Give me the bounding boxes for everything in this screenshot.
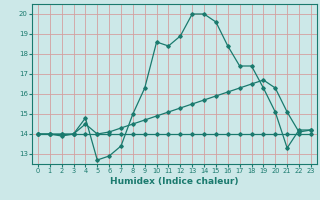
X-axis label: Humidex (Indice chaleur): Humidex (Indice chaleur) (110, 177, 239, 186)
